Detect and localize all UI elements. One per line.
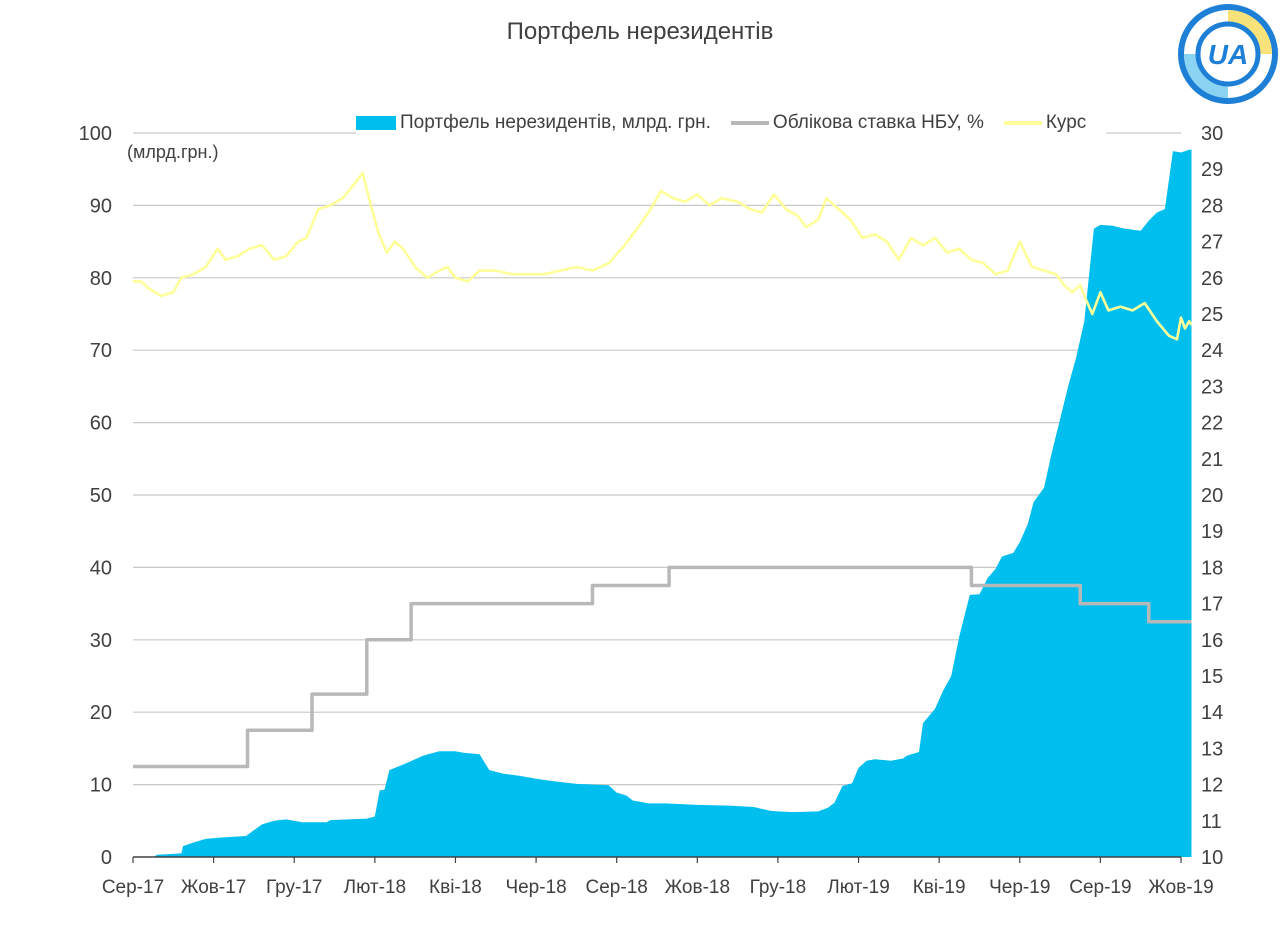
y-right-tick-label: 14 xyxy=(1201,702,1223,724)
y-right-tick-label: 12 xyxy=(1201,775,1223,797)
y-right-tick-label: 16 xyxy=(1201,630,1223,652)
nbu-rate-series xyxy=(133,565,1192,769)
x-tick-label: Гру-18 xyxy=(750,877,807,898)
exchange-rate-line xyxy=(133,171,1193,341)
y-right-tick-label: 29 xyxy=(1201,159,1223,181)
x-tick-label: Жов-17 xyxy=(181,877,246,898)
portfolio-area xyxy=(133,149,1192,857)
y-axis-right-ticks: 10 11 12 13 14 15 16 17 18 19 20 21 22 23 24 25 26 27 28 29… xyxy=(1201,123,1223,869)
x-tick-label: Чер-19 xyxy=(989,877,1050,898)
x-tick-label: Сер-17 xyxy=(102,877,164,898)
y-left-tick-label: 60 xyxy=(90,413,112,435)
x-axis-ticks: Сер-17 Жов-17 Гру-17 Лют-18 Кві-18 Чер-18 Сер-… xyxy=(102,857,1214,898)
legend-swatch-portfolio xyxy=(356,116,396,130)
y-right-tick-label: 13 xyxy=(1201,738,1223,760)
y-right-tick-label: 25 xyxy=(1201,304,1223,326)
y-left-tick-label: 10 xyxy=(90,775,112,797)
legend-label-portfolio: Портфель нерезидентів, млрд. грн. xyxy=(400,112,711,133)
legend-swatch-rate xyxy=(730,121,769,125)
y-left-tick-label: 80 xyxy=(90,268,112,290)
y-left-tick-label: 100 xyxy=(79,123,112,145)
y-left-tick-label: 70 xyxy=(90,340,112,362)
y-right-tick-label: 18 xyxy=(1201,557,1223,579)
y-right-tick-label: 26 xyxy=(1201,268,1223,290)
x-tick-label: Лют-19 xyxy=(827,877,889,898)
x-tick-label: Жов-18 xyxy=(665,877,730,898)
portfolio-area-series xyxy=(133,149,1192,857)
nbu-rate-line xyxy=(133,565,1192,769)
y-right-tick-label: 19 xyxy=(1201,521,1223,543)
y-right-tick-label: 23 xyxy=(1201,376,1223,398)
legend-swatch-fx xyxy=(1003,121,1042,125)
y-right-tick-label: 28 xyxy=(1201,195,1223,217)
y-right-tick-label: 22 xyxy=(1201,413,1223,435)
legend-item-fx: Курс xyxy=(1003,112,1087,134)
x-tick-label: Чер-18 xyxy=(505,877,566,898)
chart-title: Портфель нерезидентів xyxy=(506,18,774,45)
svg-text:UA: UA xyxy=(1208,39,1248,70)
x-tick-label: Сер-19 xyxy=(1069,877,1131,898)
y-right-tick-label: 15 xyxy=(1201,666,1223,688)
legend-label-fx: Курс xyxy=(1045,112,1087,133)
x-tick-label: Сер-18 xyxy=(586,877,648,898)
y-axis-left-ticks: 0 10 20 30 40 50 60 70 80 90 100 xyxy=(79,123,112,869)
legend-item-rate: Облікова ставка НБУ, % xyxy=(730,112,984,134)
y-left-tick-label: 30 xyxy=(90,630,112,652)
y-left-tick-label: 0 xyxy=(101,847,112,869)
x-tick-label: Жов-19 xyxy=(1148,877,1213,898)
y-right-tick-label: 24 xyxy=(1201,340,1223,362)
legend: Портфель нерезидентів, млрд. грн. Обліко… xyxy=(356,108,1107,138)
legend-item-portfolio: Портфель нерезидентів, млрд. грн. xyxy=(356,112,711,134)
y-left-tick-label: 40 xyxy=(90,557,112,579)
legend-label-rate: Облікова ставка НБУ, % xyxy=(772,112,984,133)
x-tick-label: Гру-17 xyxy=(266,877,323,898)
x-tick-label: Кві-18 xyxy=(429,877,482,898)
y-right-tick-label: 10 xyxy=(1201,847,1223,869)
y-right-tick-label: 20 xyxy=(1201,485,1223,507)
x-tick-label: Лют-18 xyxy=(344,877,406,898)
y-left-tick-label: 90 xyxy=(90,195,112,217)
y-right-tick-label: 17 xyxy=(1201,594,1223,616)
exchange-rate-series xyxy=(133,171,1193,341)
y-left-tick-label: 50 xyxy=(90,485,112,507)
x-tick-label: Кві-19 xyxy=(913,877,966,898)
y-right-tick-label: 27 xyxy=(1201,232,1223,254)
y-right-tick-label: 21 xyxy=(1201,449,1223,471)
ua-logo: UA xyxy=(1178,4,1278,104)
y-right-tick-label: 30 xyxy=(1201,123,1223,145)
unit-label: (млрд.грн.) xyxy=(127,142,219,162)
y-right-tick-label: 11 xyxy=(1201,811,1222,833)
y-left-tick-label: 20 xyxy=(90,702,112,724)
